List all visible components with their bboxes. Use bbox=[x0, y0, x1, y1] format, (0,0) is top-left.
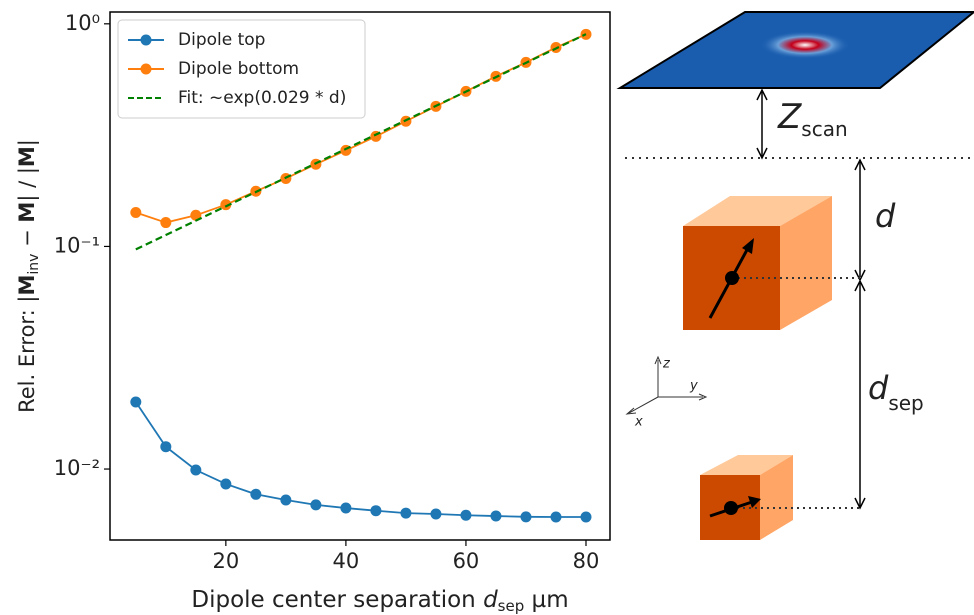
y-label-part: Rel. Error: | bbox=[15, 295, 40, 412]
y-label-part: M bbox=[15, 275, 39, 296]
legend-box bbox=[117, 19, 366, 119]
cube-top bbox=[700, 455, 793, 475]
legend-label: Dipole top bbox=[178, 30, 265, 50]
data-point bbox=[250, 488, 262, 500]
data-point bbox=[220, 199, 232, 211]
data-point bbox=[160, 217, 172, 229]
data-point bbox=[340, 502, 352, 514]
arrow-head bbox=[742, 238, 754, 254]
field-spot bbox=[760, 31, 850, 59]
legend-marker bbox=[140, 34, 152, 46]
data-point bbox=[280, 494, 292, 506]
data-point bbox=[490, 510, 502, 522]
axis-label: x bbox=[634, 415, 643, 430]
arrow-head bbox=[748, 496, 761, 508]
x-label-part: Dipole center separation bbox=[191, 587, 483, 613]
data-point bbox=[310, 499, 322, 511]
arrow-head bbox=[756, 88, 768, 160]
data-point bbox=[430, 508, 442, 520]
arrow-head bbox=[854, 279, 866, 510]
data-point bbox=[370, 505, 382, 517]
data-point bbox=[160, 441, 172, 453]
y-axis-label: Rel. Error: |Minv − M| / |M| bbox=[15, 139, 42, 413]
plot-frame bbox=[109, 11, 611, 541]
y-label-part: | bbox=[15, 139, 40, 146]
series-line bbox=[135, 33, 587, 224]
y-label-part: − bbox=[15, 223, 39, 254]
legend-label: Fit: ~exp(0.029 * d) bbox=[178, 88, 346, 108]
x-tick-label: 80 bbox=[573, 549, 600, 573]
data-point bbox=[400, 507, 412, 519]
x-label-part: sep bbox=[498, 597, 525, 615]
x-tick-label: 60 bbox=[453, 549, 480, 573]
data-point bbox=[190, 464, 202, 476]
y-label-part: M bbox=[15, 146, 39, 167]
x-tick-label: 20 bbox=[212, 549, 239, 573]
axis-label: y bbox=[689, 379, 698, 394]
data-point bbox=[580, 511, 592, 523]
y-tick-label: 10⁰ bbox=[65, 11, 100, 35]
arrow-head bbox=[625, 355, 708, 415]
axis-triad bbox=[628, 360, 703, 414]
data-point bbox=[520, 511, 532, 523]
x-label-part: µm bbox=[524, 587, 568, 613]
dipole bbox=[725, 271, 739, 285]
data-point bbox=[190, 209, 202, 221]
z-scan-label: Zscan bbox=[777, 97, 848, 141]
cube-side bbox=[760, 455, 793, 540]
series-line bbox=[135, 401, 586, 518]
y-tick-label: 10⁻² bbox=[54, 456, 100, 480]
diagram: Zscan d dsep z y x bbox=[616, 11, 974, 540]
d-label: d bbox=[875, 197, 896, 235]
y-label-part: | / | bbox=[15, 167, 40, 202]
data-point bbox=[130, 396, 142, 408]
data-point bbox=[460, 509, 472, 521]
legend-marker bbox=[140, 63, 152, 75]
dipole bbox=[724, 501, 738, 515]
series-line bbox=[135, 33, 587, 251]
y-tick-label: 10⁻¹ bbox=[54, 233, 100, 257]
dsep-label: dsep bbox=[868, 369, 924, 415]
x-tick-label: 40 bbox=[333, 549, 360, 573]
x-axis-label: Dipole center separation dsep µm bbox=[191, 587, 568, 615]
y-label-part: inv bbox=[26, 254, 42, 275]
legend-label: Dipole bottom bbox=[178, 59, 299, 79]
cube-side bbox=[780, 196, 832, 330]
y-label-part: M bbox=[15, 202, 39, 223]
data-point bbox=[130, 207, 142, 219]
cube-top bbox=[683, 196, 832, 226]
data-point bbox=[550, 511, 562, 523]
axis-label: z bbox=[662, 357, 671, 372]
x-label-part: d bbox=[483, 587, 498, 613]
data-point bbox=[220, 478, 232, 490]
